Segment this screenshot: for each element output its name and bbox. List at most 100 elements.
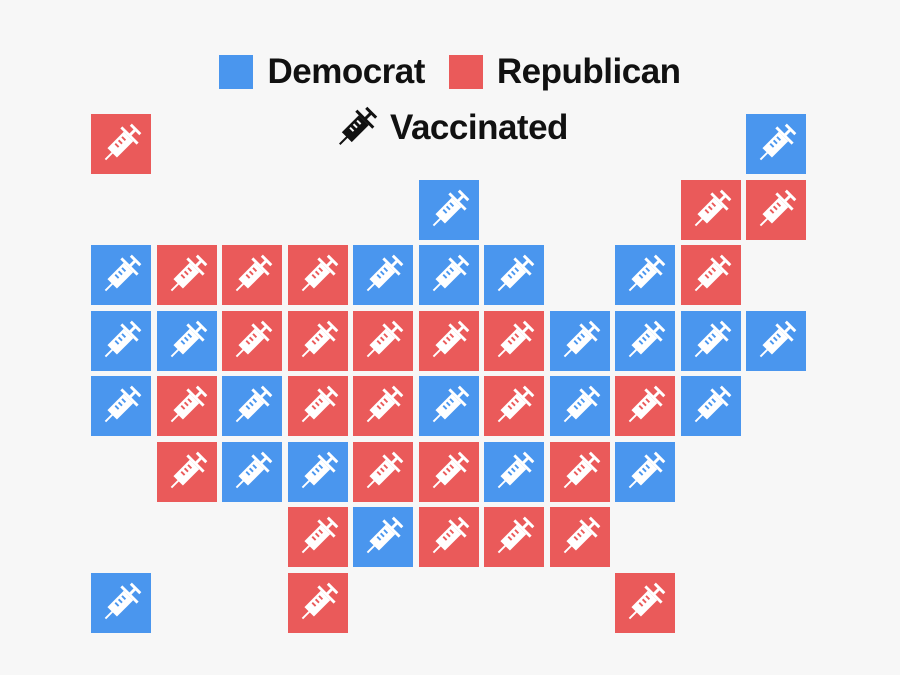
state-tile-republican [419,311,479,371]
syringe-icon [104,320,142,358]
state-tile-democrat [91,573,151,633]
syringe-icon [432,516,470,554]
state-tile-republican [91,114,151,174]
state-tile-democrat [681,376,741,436]
syringe-icon [366,320,404,358]
state-tile-democrat [91,376,151,436]
syringe-icon [497,451,535,489]
syringe-icon [759,123,797,161]
syringe-icon [563,385,601,423]
state-tile-democrat [222,376,282,436]
state-tile-republican [157,376,217,436]
state-tile-democrat [353,245,413,305]
legend-democrat-label: Democrat [267,52,425,91]
syringe-icon [170,451,208,489]
syringe-icon [759,320,797,358]
syringe-icon [104,123,142,161]
state-tile-republican [484,507,544,567]
state-tile-democrat [746,311,806,371]
state-tile-democrat [353,507,413,567]
syringe-icon [301,254,339,292]
syringe-icon [759,189,797,227]
syringe-icon [497,254,535,292]
state-tile-republican [288,573,348,633]
legend-republican: Republican [448,52,681,92]
syringe-icon [694,254,732,292]
syringe-icon [301,582,339,620]
state-tile-republican [419,507,479,567]
syringe-icon [235,451,273,489]
syringe-icon [694,385,732,423]
syringe-icon [104,254,142,292]
syringe-icon [432,254,470,292]
state-tile-republican [353,442,413,502]
syringe-icon [432,320,470,358]
state-tile-democrat [157,311,217,371]
syringe-icon [301,385,339,423]
legend-democrat: Democrat [219,52,425,92]
syringe-icon [366,516,404,554]
syringe-icon [104,582,142,620]
legend-parties: Democrat Republican [0,52,900,92]
state-tile-republican [288,311,348,371]
state-tile-democrat [615,311,675,371]
state-tile-democrat [681,311,741,371]
syringe-icon [694,189,732,227]
syringe-icon [563,451,601,489]
state-tile-democrat [419,180,479,240]
state-tile-republican [353,376,413,436]
state-tile-republican [222,245,282,305]
syringe-icon [170,320,208,358]
syringe-icon [432,451,470,489]
syringe-icon [563,516,601,554]
syringe-icon [332,104,380,152]
syringe-icon [235,254,273,292]
syringe-icon [497,320,535,358]
syringe-icon [104,385,142,423]
state-tile-republican [550,442,610,502]
syringe-icon [301,451,339,489]
republican-swatch [448,55,483,89]
state-tile-republican [157,442,217,502]
state-tile-republican [484,311,544,371]
state-tile-republican [615,376,675,436]
state-tile-republican [746,180,806,240]
syringe-icon [366,385,404,423]
state-tile-democrat [484,245,544,305]
legend-vaccinated: Vaccinated [0,104,900,152]
syringe-icon [628,582,666,620]
state-tile-republican [419,442,479,502]
state-tile-republican [681,245,741,305]
syringe-icon [301,516,339,554]
legend-vaccinated-item: Vaccinated [332,104,568,152]
syringe-icon [170,254,208,292]
state-tile-democrat [222,442,282,502]
syringe-icon [497,385,535,423]
state-tile-democrat [615,442,675,502]
syringe-icon [235,385,273,423]
syringe-icon [366,451,404,489]
syringe-icon [301,320,339,358]
state-tile-republican [157,245,217,305]
syringe-icon [235,320,273,358]
state-tile-republican [288,507,348,567]
state-tile-democrat [419,245,479,305]
syringe-icon [432,385,470,423]
state-tile-republican [288,376,348,436]
state-tile-democrat [91,311,151,371]
state-tile-republican [288,245,348,305]
state-tile-democrat [746,114,806,174]
state-tile-democrat [91,245,151,305]
state-tile-democrat [615,245,675,305]
legend-republican-label: Republican [496,52,681,91]
syringe-icon [563,320,601,358]
legend-vaccinated-label: Vaccinated [390,108,568,147]
syringe-icon [432,189,470,227]
syringe-icon [366,254,404,292]
state-tile-democrat [288,442,348,502]
state-tile-democrat [550,376,610,436]
state-tile-democrat [550,311,610,371]
syringe-icon [694,320,732,358]
state-tile-republican [484,376,544,436]
